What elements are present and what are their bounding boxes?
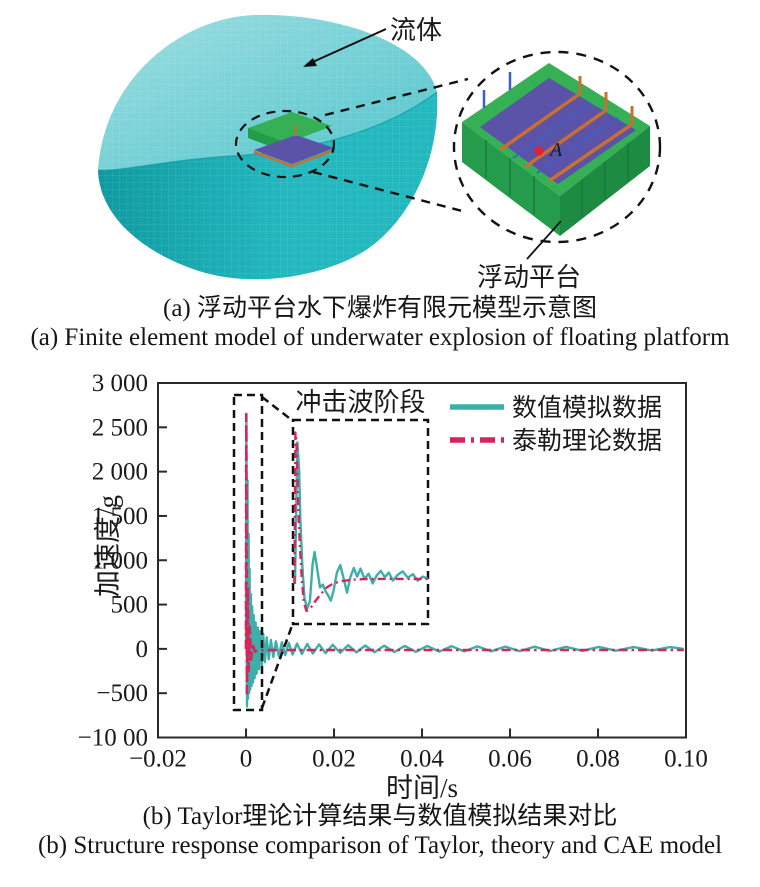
deck-beams: [498, 93, 632, 183]
series-taylor-line: [244, 412, 684, 695]
legend-label-taylor: 泰勒理论数据: [512, 427, 662, 455]
y-tick-label: 2 500: [92, 414, 148, 441]
zoom-inset-box: [291, 418, 430, 626]
series-simulation-line: [244, 421, 684, 708]
caption-a-zh: (a) 浮动平台水下爆炸有限元模型示意图: [163, 295, 597, 322]
x-tick-label: 0: [240, 746, 253, 773]
x-axis-title: 时间/s: [385, 773, 458, 803]
zoom-source-rect: [232, 393, 264, 712]
caption-a: (a) 浮动平台水下爆炸有限元模型示意图 (a) Finite element …: [0, 294, 760, 352]
x-tick-label: 0.10: [664, 746, 708, 773]
y-tick-label: 2 000: [92, 459, 148, 486]
legend-label-simulation: 数值模拟数据: [512, 394, 662, 422]
zoom-connector-top: [324, 77, 469, 117]
x-tick-label: 0.02: [312, 746, 356, 773]
platform-wall-seams: [485, 140, 629, 217]
fluid-mesh-top: [98, 14, 437, 171]
fluid-domain: [97, 14, 438, 280]
zoom-target-circle: [452, 50, 662, 244]
y-tick-label: 1 500: [92, 503, 148, 530]
caption-b: (b) Taylor理论计算结果与数值模拟结果对比 (b) Structure …: [0, 802, 760, 860]
zoom-connector-top: [261, 396, 294, 422]
platform-small-deck: [254, 135, 334, 164]
x-tick-label: 0.04: [400, 746, 444, 773]
platform-deck: [480, 78, 636, 184]
inset-series-simulation-line: [293, 441, 429, 610]
platform-leader: [526, 220, 562, 260]
wall-posts: [482, 72, 634, 125]
x-tick-label: 0.06: [488, 746, 532, 773]
zoom-source-circle: [234, 109, 336, 179]
platform-small: [248, 112, 335, 168]
x-tick-label: 0.08: [576, 746, 620, 773]
y-tick-label: −500: [96, 680, 148, 707]
y-axis-title: 加速度/g: [93, 495, 123, 598]
caption-b-zh: (b) Taylor理论计算结果与数值模拟结果对比: [142, 803, 618, 830]
platform-small-frame: [253, 148, 335, 168]
y-tick-label: 3 000: [92, 370, 148, 397]
platform-large: A: [462, 63, 650, 236]
deck-stringers: [512, 102, 619, 174]
arrowhead: [303, 58, 317, 67]
caption-b-en: (b) Structure response comparison of Tay…: [37, 832, 723, 859]
y-tick-label: 500: [111, 592, 149, 619]
shockwave-annotation: 冲击波阶段: [295, 388, 425, 417]
y-tick-label: −10 00: [78, 725, 148, 752]
measure-point-label: A: [548, 139, 563, 161]
caption-a-en: (a) Finite element model of underwater e…: [30, 324, 730, 351]
platform-label: 浮动平台: [477, 263, 582, 292]
zoom-connector-bottom: [312, 170, 467, 214]
y-tick-label: 0: [136, 636, 149, 663]
fluid-leader: [303, 28, 387, 67]
fluid-label: 流体: [390, 16, 443, 45]
zoom-connector-bottom: [260, 622, 295, 709]
x-tick-label: −0.02: [129, 746, 187, 773]
y-tick-label: 1 000: [92, 547, 148, 574]
inset-series-taylor-line: [293, 431, 428, 613]
platform-small-wall-top: [248, 112, 332, 143]
fluid-mesh-front: [98, 92, 438, 280]
measure-point-marker: [534, 146, 544, 156]
